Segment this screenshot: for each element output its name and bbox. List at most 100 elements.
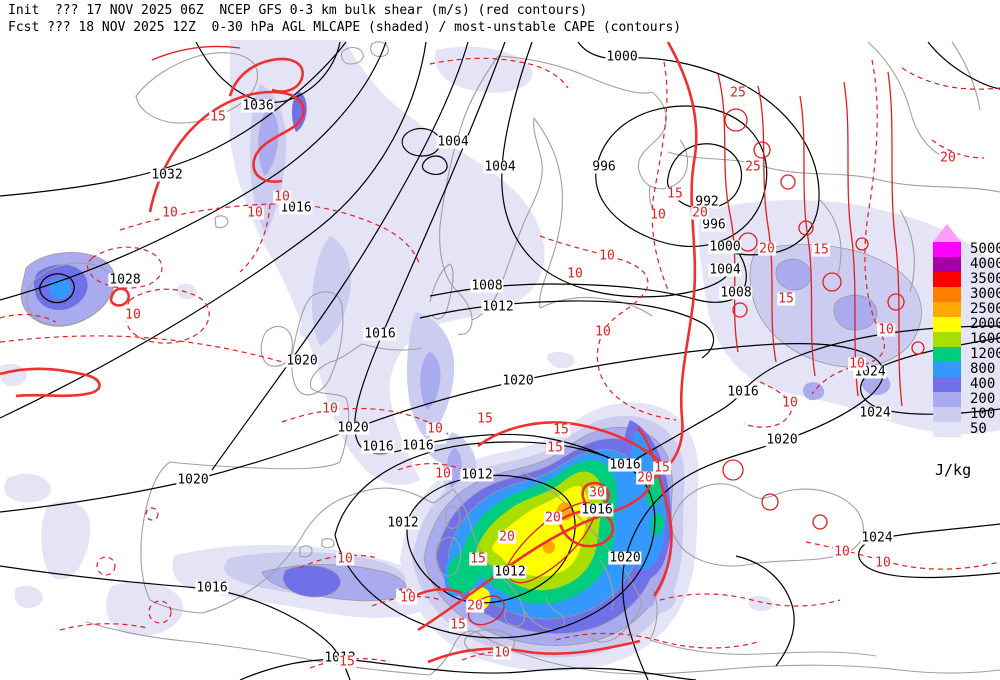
legend-unit-label: J/kg xyxy=(935,461,972,479)
pressure-contour-label: 1020 xyxy=(501,373,535,389)
pressure-contour-label: 1004 xyxy=(483,159,517,175)
legend-swatch xyxy=(933,317,961,332)
cape-legend: 5000 4000 3500 3000 2500 2000 1600 1200 800 400 20… xyxy=(933,224,1000,479)
legend-value: 400 xyxy=(970,376,996,392)
legend-row: 1200 xyxy=(933,347,1000,362)
pressure-contour-label: 1012 xyxy=(481,299,515,315)
legend-value: 3000 xyxy=(970,286,1000,302)
shear-contours-thin xyxy=(151,45,925,626)
legend-value: 2500 xyxy=(970,301,1000,317)
shear-contour-label: 15 xyxy=(476,411,494,427)
legend-value: 2000 xyxy=(970,316,1000,332)
pressure-contour-label: 1000 xyxy=(708,239,742,255)
shear-contour-label: 10 xyxy=(321,401,339,417)
legend-swatch xyxy=(933,362,961,377)
pressure-contour-label: 996 xyxy=(591,159,617,175)
pressure-contour-label: 1020 xyxy=(765,432,799,448)
shear-contour-label: 10 xyxy=(877,322,895,338)
shear-contour-label: 15 xyxy=(469,551,487,567)
shear-contour-label: 10 xyxy=(833,544,851,560)
shear-contour-label: 15 xyxy=(546,440,564,456)
shear-contour-label: 10 xyxy=(399,590,417,606)
legend-swatch xyxy=(933,392,961,407)
legend-swatch xyxy=(933,347,961,362)
title-init-line: Init ??? 17 NOV 2025 06Z NCEP GFS 0-3 km… xyxy=(8,3,588,18)
pressure-contour-label: 1016 xyxy=(361,439,395,455)
pressure-contour-label: 1004 xyxy=(708,262,742,278)
pressure-contour-label: 1024 xyxy=(860,530,894,546)
legend-swatch xyxy=(933,407,961,422)
legend-value: 4000 xyxy=(970,256,1000,272)
pressure-contour-label: 1000 xyxy=(605,49,639,65)
shear-contour-label: 25 xyxy=(744,159,762,175)
shear-contour-label: 30 xyxy=(588,485,606,501)
shear-contour-label: 10 xyxy=(161,205,179,221)
legend-row: 100 xyxy=(933,407,1000,422)
shear-contour-label: 15 xyxy=(653,460,671,476)
shear-contour-label: 10 xyxy=(874,555,892,571)
shear-contour-label: 15 xyxy=(209,109,227,125)
shear-contour-label: 20 xyxy=(758,241,776,257)
pressure-contour-label: 1012 xyxy=(493,564,527,580)
pressure-contour-label: 1020 xyxy=(608,550,642,566)
shear-contour-label: 15 xyxy=(338,654,356,670)
shear-contour-label: 10 xyxy=(848,356,866,372)
pressure-contour-label: 1016 xyxy=(608,457,642,473)
shear-contour-label: 10 xyxy=(124,307,142,323)
legend-swatch xyxy=(933,272,961,287)
title-fcst-line: Fcst ??? 18 NOV 2025 12Z 0-30 hPa AGL ML… xyxy=(8,20,682,35)
shear-contour-label: 10 xyxy=(336,551,354,567)
legend-value: 1600 xyxy=(970,331,1000,347)
pressure-contour-label: 992 xyxy=(694,194,720,210)
legend-swatch xyxy=(933,242,961,257)
pressure-contour-label: 1016 xyxy=(195,580,229,596)
legend-row: 2500 xyxy=(933,302,1000,317)
pressure-contour-label: 1020 xyxy=(285,353,319,369)
pressure-contour-label: 1016 xyxy=(279,200,313,216)
pressure-contour-label: 1008 xyxy=(719,285,753,301)
legend-value: 800 xyxy=(970,361,996,377)
legend-arrow-icon xyxy=(933,224,961,242)
shear-contour-label: 20 xyxy=(498,529,516,545)
shear-contour-label: 20 xyxy=(636,470,654,486)
shear-contour-label: 25 xyxy=(729,85,747,101)
legend-swatch xyxy=(933,302,961,317)
shear-contour-label: 15 xyxy=(777,291,795,307)
shear-contour-label: 10 xyxy=(566,266,584,282)
shear-contour-label: 15 xyxy=(449,617,467,633)
shear-contour-label: 10 xyxy=(649,207,667,223)
legend-swatch xyxy=(933,332,961,347)
pressure-contour-label: 996 xyxy=(701,217,727,233)
legend-row: 2000 xyxy=(933,317,1000,332)
shear-contour-label: 20 xyxy=(544,510,562,526)
pressure-contour-label: 1012 xyxy=(460,467,494,483)
legend-row: 50 xyxy=(933,422,1000,437)
pressure-contour-label: 1016 xyxy=(401,438,435,454)
shear-contour-label: 10 xyxy=(426,421,444,437)
legend-swatch xyxy=(933,287,961,302)
pressure-contour-label: 1032 xyxy=(150,167,184,183)
legend-swatch xyxy=(933,422,961,437)
pressure-contour-label: 1004 xyxy=(436,134,470,150)
shear-contour-label: 10 xyxy=(781,395,799,411)
legend-value: 50 xyxy=(970,421,987,437)
pressure-contour-label: 1024 xyxy=(858,405,892,421)
legend-swatch xyxy=(933,257,961,272)
pressure-contour-label: 1016 xyxy=(580,502,614,518)
legend-value: 3500 xyxy=(970,271,1000,287)
shear-contour-label: 10 xyxy=(598,248,616,264)
legend-value: 1200 xyxy=(970,346,1000,362)
legend-value: 200 xyxy=(970,391,996,407)
shear-contour-label: 20 xyxy=(466,598,484,614)
legend-row: 1600 xyxy=(933,332,1000,347)
legend-value: 100 xyxy=(970,406,996,422)
legend-row: 4000 xyxy=(933,257,1000,272)
legend-row: 200 xyxy=(933,392,1000,407)
shear-contour-label: 10 xyxy=(246,205,264,221)
pressure-contour-label: 1008 xyxy=(470,278,504,294)
legend-row: 400 xyxy=(933,377,1000,392)
legend-row: 3000 xyxy=(933,287,1000,302)
legend-swatch xyxy=(933,377,961,392)
